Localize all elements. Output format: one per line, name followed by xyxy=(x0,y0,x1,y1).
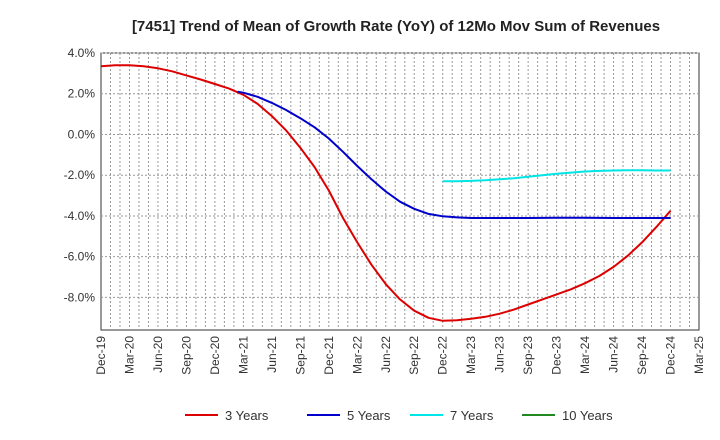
x-tick-label: Mar-21 xyxy=(236,336,250,374)
series-lines xyxy=(100,64,672,322)
x-tick-label: Dec-21 xyxy=(322,336,336,375)
x-tick-label: Sep-20 xyxy=(179,336,193,375)
y-axis-ticks: 4.0% 2.0% 0.0% -2.0% -4.0% -6.0% -8.0% xyxy=(64,46,96,304)
chart-title: [7451] Trend of Mean of Growth Rate (YoY… xyxy=(132,18,660,35)
x-tick-label: Sep-21 xyxy=(293,336,307,375)
x-tick-label: Dec-22 xyxy=(436,336,450,375)
y-tick-label: 2.0% xyxy=(68,87,96,101)
plot-area xyxy=(100,52,700,331)
x-tick-label: Dec-20 xyxy=(208,336,222,375)
x-tick-label: Jun-24 xyxy=(607,336,621,373)
x-tick-label: Jun-20 xyxy=(151,336,165,373)
x-tick-label: Sep-23 xyxy=(521,336,535,375)
y-tick-label: -8.0% xyxy=(64,290,96,304)
legend: 3 Years 5 Years 7 Years 10 Years xyxy=(185,408,613,423)
legend-label: 3 Years xyxy=(225,408,269,423)
legend-label: 10 Years xyxy=(562,408,613,423)
x-tick-label: Mar-20 xyxy=(122,336,136,374)
y-tick-label: -2.0% xyxy=(64,168,96,182)
x-tick-label: Dec-23 xyxy=(550,336,564,375)
y-tick-label: -4.0% xyxy=(64,209,96,223)
series-line-3-years xyxy=(100,64,672,322)
y-tick-label: 4.0% xyxy=(68,46,96,60)
x-tick-label: Sep-24 xyxy=(635,336,649,375)
x-tick-label: Mar-24 xyxy=(578,336,592,374)
y-tick-label: 0.0% xyxy=(68,127,96,141)
x-tick-label: Jun-21 xyxy=(265,336,279,373)
x-tick-label: Dec-19 xyxy=(94,336,108,375)
x-tick-label: Mar-25 xyxy=(692,336,706,374)
x-tick-label: Jun-22 xyxy=(379,336,393,373)
x-tick-label: Mar-22 xyxy=(350,336,364,374)
x-tick-label: Mar-23 xyxy=(464,336,478,374)
x-tick-label: Jun-23 xyxy=(493,336,507,373)
x-tick-label: Sep-22 xyxy=(407,336,421,375)
series-line-7-years xyxy=(442,169,671,183)
x-axis-ticks: Dec-19 Mar-20 Jun-20 Sep-20 Dec-20 Mar-21 Jun-… xyxy=(94,336,706,375)
legend-label: 7 Years xyxy=(450,408,494,423)
legend-label: 5 Years xyxy=(347,408,391,423)
x-tick-label: Dec-24 xyxy=(664,336,678,375)
series-line-5-years xyxy=(237,90,671,219)
y-tick-label: -6.0% xyxy=(64,250,96,264)
